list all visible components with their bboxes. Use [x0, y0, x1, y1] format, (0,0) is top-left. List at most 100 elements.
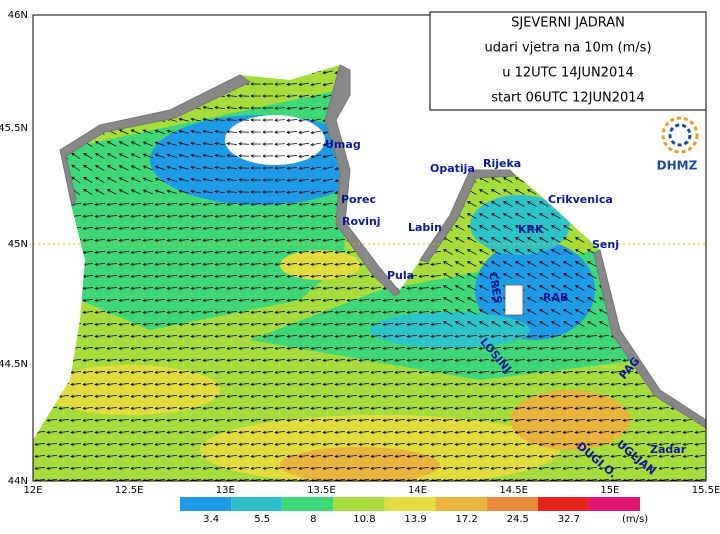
wind-arrow: [250, 430, 262, 435]
wind-arrow: [382, 430, 394, 435]
wind-arrow: [454, 225, 465, 231]
wind-arrow: [334, 466, 346, 471]
wind-arrow: [250, 382, 262, 387]
wind-arrow: [226, 262, 238, 267]
wind-arrow: [262, 190, 274, 194]
wind-arrow: [622, 454, 634, 459]
wind-arrow: [166, 141, 177, 146]
wind-arrow: [586, 430, 598, 435]
wind-arrow: [262, 310, 274, 315]
wind-arrow: [70, 418, 82, 423]
wind-arrow: [214, 442, 226, 447]
wind-arrow: [262, 334, 274, 339]
wind-arrow: [250, 310, 262, 315]
wind-arrow: [478, 237, 489, 243]
wind-arrow: [70, 454, 82, 459]
wind-arrow: [370, 322, 382, 327]
wind-arrow: [226, 130, 238, 134]
wind-arrow: [214, 202, 226, 207]
wind-arrow: [634, 382, 646, 387]
place-label: Crikvenica: [548, 193, 613, 206]
wind-arrow: [190, 454, 202, 459]
wind-arrow: [334, 346, 346, 351]
wind-arrow: [502, 334, 514, 339]
wind-arrow: [598, 454, 610, 459]
wind-arrow: [418, 262, 430, 267]
wind-arrow: [226, 322, 238, 327]
wind-arrow: [154, 310, 166, 315]
wind-arrow: [46, 442, 58, 447]
wind-arrow: [286, 166, 298, 171]
wind-arrow: [298, 430, 310, 435]
wind-arrow: [310, 142, 321, 147]
wind-arrow: [298, 454, 310, 459]
wind-arrow: [95, 165, 105, 171]
wind-arrow: [82, 202, 94, 207]
colorbar-label: 17.2: [456, 514, 478, 525]
wind-arrow: [154, 322, 166, 327]
wind-arrow: [106, 177, 117, 183]
wind-arrow: [526, 394, 538, 399]
wind-arrow: [274, 442, 286, 447]
wind-arrow: [478, 321, 489, 327]
wind-arrow: [214, 250, 226, 255]
wind-arrow: [238, 178, 250, 182]
wind-arrow: [130, 370, 142, 375]
wind-arrow: [106, 466, 118, 471]
wind-arrow: [442, 370, 454, 375]
wind-arrow: [154, 262, 166, 267]
wind-arrow: [334, 322, 346, 327]
wind-arrow: [562, 321, 573, 327]
wind-arrow: [454, 358, 466, 363]
wind-arrow: [238, 190, 250, 194]
wind-arrow: [262, 226, 274, 231]
wind-arrow: [286, 310, 298, 315]
place-label: Rovinj: [342, 215, 381, 228]
wind-arrow: [166, 430, 178, 435]
wind-arrow: [238, 142, 250, 146]
wind-arrow: [274, 226, 286, 231]
wind-arrow: [190, 153, 201, 158]
wind-arrow: [130, 214, 142, 219]
wind-arrow: [586, 358, 598, 363]
wind-arrow: [406, 346, 418, 351]
wind-arrow: [490, 189, 501, 195]
wind-arrow: [118, 346, 130, 351]
wind-arrow: [238, 394, 250, 399]
wind-arrow: [610, 442, 622, 447]
wind-arrow: [130, 334, 142, 339]
wind-arrow: [166, 214, 178, 219]
wind-arrow: [322, 286, 334, 291]
wind-arrow: [574, 358, 586, 363]
wind-arrow: [382, 466, 394, 471]
wind-arrow: [370, 370, 382, 375]
wind-arrow: [298, 466, 310, 471]
wind-arrow: [586, 321, 597, 327]
wind-arrow: [466, 225, 477, 231]
wind-arrow: [178, 334, 190, 339]
wind-arrow: [178, 141, 189, 146]
place-label: Zadar: [650, 443, 687, 456]
wind-arrow: [526, 249, 537, 255]
title-line: u 12UTC 14JUN2014: [502, 66, 634, 81]
wind-arrow: [514, 394, 526, 399]
wind-arrow: [238, 382, 250, 387]
wind-arrow: [154, 394, 166, 399]
colorbar-unit: (m/s): [622, 514, 648, 525]
wind-arrow: [178, 262, 190, 267]
wind-arrow: [382, 358, 394, 363]
wind-arrow: [166, 129, 177, 134]
wind-arrow: [202, 394, 214, 399]
wind-arrow: [214, 165, 226, 170]
wind-arrow: [202, 226, 214, 231]
wind-arrow: [358, 274, 370, 279]
wind-arrow: [214, 394, 226, 399]
wind-arrow: [346, 418, 358, 423]
wind-arrow: [166, 189, 177, 194]
lat-tick-label: 46N: [8, 10, 28, 21]
wind-arrow: [190, 274, 202, 279]
wind-arrow: [550, 442, 562, 447]
logo-text: DHMZ: [657, 159, 698, 173]
wind-arrow: [526, 358, 538, 363]
wind-arrow: [262, 118, 274, 122]
